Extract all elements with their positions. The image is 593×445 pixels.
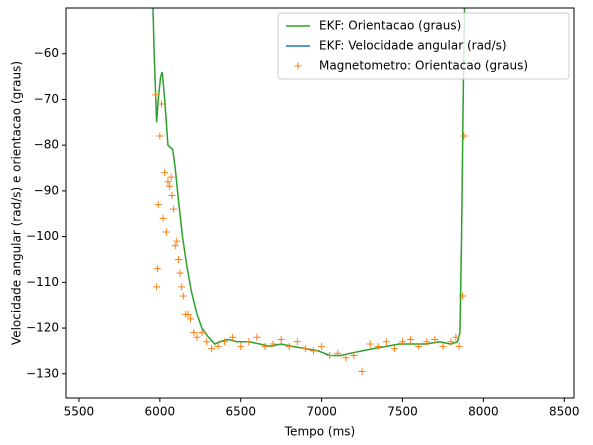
- marker: [157, 100, 165, 108]
- marker: [452, 333, 460, 341]
- marker: [326, 351, 334, 359]
- marker: [187, 315, 195, 323]
- x-tick-label: 8000: [468, 405, 499, 419]
- x-axis-label: Tempo (ms): [284, 425, 355, 439]
- marker: [237, 342, 245, 350]
- x-tick-label: 6500: [225, 405, 256, 419]
- legend-label: EKF: Orientacao (graus): [319, 19, 461, 33]
- marker: [301, 345, 309, 353]
- marker: [439, 342, 447, 350]
- marker: [161, 169, 169, 177]
- marker: [184, 310, 192, 318]
- plot-area: [152, 8, 468, 375]
- marker: [269, 340, 277, 348]
- marker: [153, 265, 161, 273]
- x-tick-label: 7500: [387, 405, 418, 419]
- marker: [423, 338, 431, 346]
- marker: [171, 242, 179, 250]
- marker: [164, 178, 172, 186]
- marker: [334, 349, 342, 357]
- x-tick-label: 5500: [64, 405, 95, 419]
- marker: [193, 333, 201, 341]
- legend-label: Magnetometro: Orientacao (graus): [319, 59, 528, 73]
- y-tick-label: −80: [34, 138, 59, 152]
- marker: [318, 342, 326, 350]
- marker: [162, 228, 170, 236]
- y-tick-label: −110: [26, 275, 59, 289]
- legend-box: [277, 12, 570, 80]
- marker: [358, 367, 366, 375]
- y-tick-label: −90: [34, 183, 59, 197]
- y-axis-label: Velocidade angular (rad/s) e orientacao …: [10, 61, 24, 345]
- marker: [415, 342, 423, 350]
- x-tick-label: 6000: [145, 405, 176, 419]
- marker: [221, 338, 229, 346]
- marker: [166, 182, 174, 190]
- marker: [447, 338, 455, 346]
- marker: [342, 354, 350, 362]
- marker: [154, 201, 162, 209]
- marker: [178, 283, 186, 291]
- marker: [293, 338, 301, 346]
- marker: [458, 292, 466, 300]
- y-tick-label: −130: [26, 366, 59, 380]
- marker: [176, 269, 184, 277]
- marker: [350, 351, 358, 359]
- marker: [285, 342, 293, 350]
- marker: [170, 205, 178, 213]
- marker: [399, 338, 407, 346]
- marker: [407, 335, 415, 343]
- marker: [179, 292, 187, 300]
- marker: [277, 335, 285, 343]
- marker: [366, 340, 374, 348]
- marker: [156, 132, 164, 140]
- legend-label: EKF: Velocidade angular (rad/s): [319, 39, 507, 53]
- marker: [374, 342, 382, 350]
- marker: [208, 345, 216, 353]
- marker: [214, 342, 222, 350]
- marker: [198, 329, 206, 337]
- marker: [460, 132, 468, 140]
- marker: [168, 191, 176, 199]
- y-tick-label: −100: [26, 229, 59, 243]
- marker: [382, 338, 390, 346]
- marker: [455, 342, 463, 350]
- marker: [174, 255, 182, 263]
- y-tick-label: −120: [26, 321, 59, 335]
- marker: [173, 237, 181, 245]
- legend-marker: [294, 62, 302, 70]
- marker: [310, 347, 318, 355]
- marker: [253, 333, 261, 341]
- marker: [431, 335, 439, 343]
- x-tick-label: 7000: [306, 405, 337, 419]
- marker: [261, 342, 269, 350]
- axes-frame: [65, 7, 575, 399]
- y-tick-label: −70: [34, 92, 59, 106]
- marker: [390, 345, 398, 353]
- marker: [229, 333, 237, 341]
- x-tick-label: 8500: [549, 405, 580, 419]
- marker: [152, 91, 160, 99]
- marker: [245, 338, 253, 346]
- marker: [159, 214, 167, 222]
- marker: [153, 283, 161, 291]
- marker: [203, 338, 211, 346]
- y-tick-label: −60: [34, 46, 59, 60]
- marker: [167, 173, 175, 181]
- marker: [190, 329, 198, 337]
